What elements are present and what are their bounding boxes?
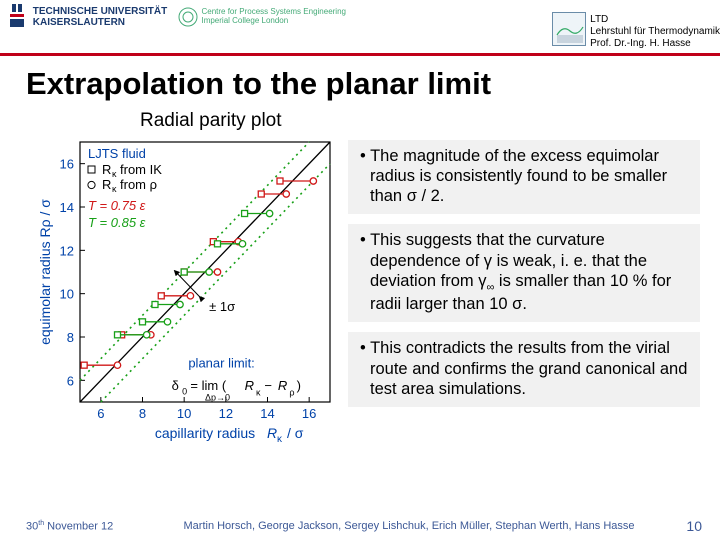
svg-text:16: 16: [60, 157, 74, 172]
svg-text:planar limit:: planar limit:: [188, 355, 254, 370]
tuk-logo: TECHNISCHE UNIVERSITÄT KAISERSLAUTERN: [10, 4, 167, 30]
footer-date: 30th November 12: [26, 520, 156, 533]
ltd-l2: Lehrstuhl für Thermodynamik: [590, 26, 720, 38]
cpse-logo: Centre for Process Systems Engineering I…: [177, 6, 346, 28]
svg-text:Δp→0: Δp→0: [205, 392, 230, 402]
slide-header: TECHNISCHE UNIVERSITÄT KAISERSLAUTERN Ce…: [0, 0, 720, 56]
svg-text:12: 12: [60, 243, 74, 258]
footer-page: 10: [662, 518, 702, 534]
svg-text:−: −: [264, 378, 272, 393]
svg-text:R: R: [245, 378, 254, 393]
svg-text:16: 16: [302, 406, 316, 421]
content-row: 6 8 10 12 14 16 6 8 10 12 14 16 capillarity radius R…: [0, 136, 720, 446]
svg-text:ρ: ρ: [289, 388, 294, 398]
ltd-icon: [552, 12, 586, 46]
svg-text:6: 6: [67, 373, 74, 388]
svg-text:R: R: [102, 177, 111, 192]
svg-text:LJTS fluid: LJTS fluid: [88, 146, 146, 161]
svg-text:δ: δ: [172, 378, 179, 393]
bullet-3: • This contradicts the results from the …: [348, 332, 700, 406]
svg-text:κ: κ: [277, 434, 283, 445]
svg-text:κ: κ: [112, 169, 117, 179]
svg-text:6: 6: [97, 406, 104, 421]
tuk-text: TECHNISCHE UNIVERSITÄT KAISERSLAUTERN: [33, 6, 167, 28]
svg-text:capillarity radius: capillarity radius: [155, 425, 255, 441]
svg-text:R: R: [278, 378, 287, 393]
svg-text:R: R: [267, 425, 277, 441]
svg-text:/ σ: / σ: [287, 425, 304, 441]
svg-text:12: 12: [219, 406, 233, 421]
svg-text:= lim (: = lim (: [190, 378, 226, 393]
svg-text:κ: κ: [112, 184, 117, 194]
slide-title: Extrapolation to the planar limit: [26, 66, 720, 102]
svg-text:T = 0.85 ε: T = 0.85 ε: [88, 215, 146, 230]
svg-text:from IK: from IK: [120, 162, 162, 177]
svg-text:8: 8: [139, 406, 146, 421]
svg-text:10: 10: [177, 406, 191, 421]
svg-text:± 1σ: ± 1σ: [209, 299, 235, 314]
svg-text:from ρ: from ρ: [120, 177, 157, 192]
svg-text:R: R: [102, 162, 111, 177]
svg-text:T = 0.75 ε: T = 0.75 ε: [88, 198, 146, 213]
logo-block: TECHNISCHE UNIVERSITÄT KAISERSLAUTERN Ce…: [10, 4, 346, 30]
radial-parity-plot: 6 8 10 12 14 16 6 8 10 12 14 16 capillarity radius R…: [34, 136, 338, 446]
bullet-list: • The magnitude of the excess equimolar …: [348, 136, 708, 446]
svg-text:equimolar radius Rρ / σ: equimolar radius Rρ / σ: [37, 199, 53, 345]
svg-text:8: 8: [67, 330, 74, 345]
svg-text:0: 0: [182, 386, 187, 396]
svg-text:14: 14: [260, 406, 274, 421]
ltd-block: LTD Lehrstuhl für Thermodynamik Prof. Dr…: [552, 12, 720, 50]
bullet-2: • This suggests that the curvature depen…: [348, 224, 700, 322]
svg-text:10: 10: [60, 287, 74, 302]
bullet-1: • The magnitude of the excess equimolar …: [348, 140, 700, 214]
ltd-l1: LTD: [590, 14, 720, 26]
svg-text:κ: κ: [256, 388, 261, 398]
ltd-l3: Prof. Dr.-Ing. H. Hasse: [590, 38, 720, 50]
svg-text:): ): [297, 378, 301, 393]
plot-subtitle: Radial parity plot: [140, 110, 720, 132]
cpse-text: Centre for Process Systems Engineering I…: [201, 8, 346, 26]
footer-authors: Martin Horsch, George Jackson, Sergey Li…: [156, 520, 662, 532]
svg-text:14: 14: [60, 200, 74, 215]
slide-footer: 30th November 12 Martin Horsch, George J…: [0, 516, 720, 536]
